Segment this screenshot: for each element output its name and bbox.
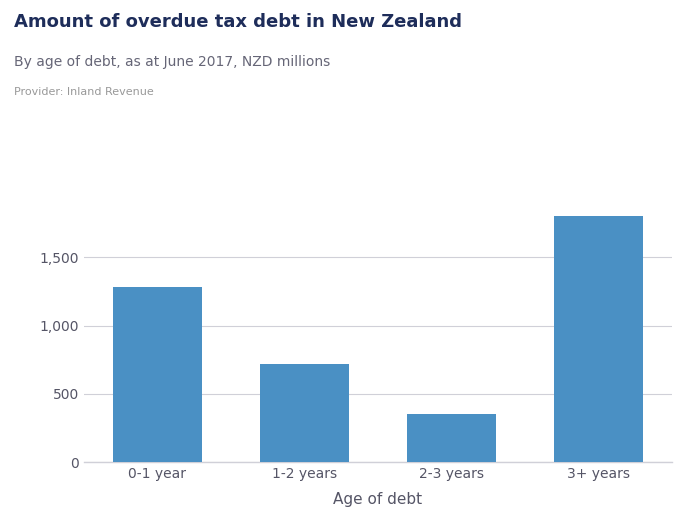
Bar: [554, 216, 643, 462]
X-axis label: Age of debt: Age of debt: [333, 492, 423, 507]
Bar: [260, 364, 349, 462]
Text: Amount of overdue tax debt in New Zealand: Amount of overdue tax debt in New Zealan…: [14, 13, 462, 31]
Bar: [407, 414, 496, 462]
Bar: [113, 287, 202, 462]
Text: Provider: Inland Revenue: Provider: Inland Revenue: [14, 87, 154, 97]
Text: figure.nz: figure.nz: [573, 12, 659, 29]
Text: By age of debt, as at June 2017, NZD millions: By age of debt, as at June 2017, NZD mil…: [14, 55, 330, 69]
